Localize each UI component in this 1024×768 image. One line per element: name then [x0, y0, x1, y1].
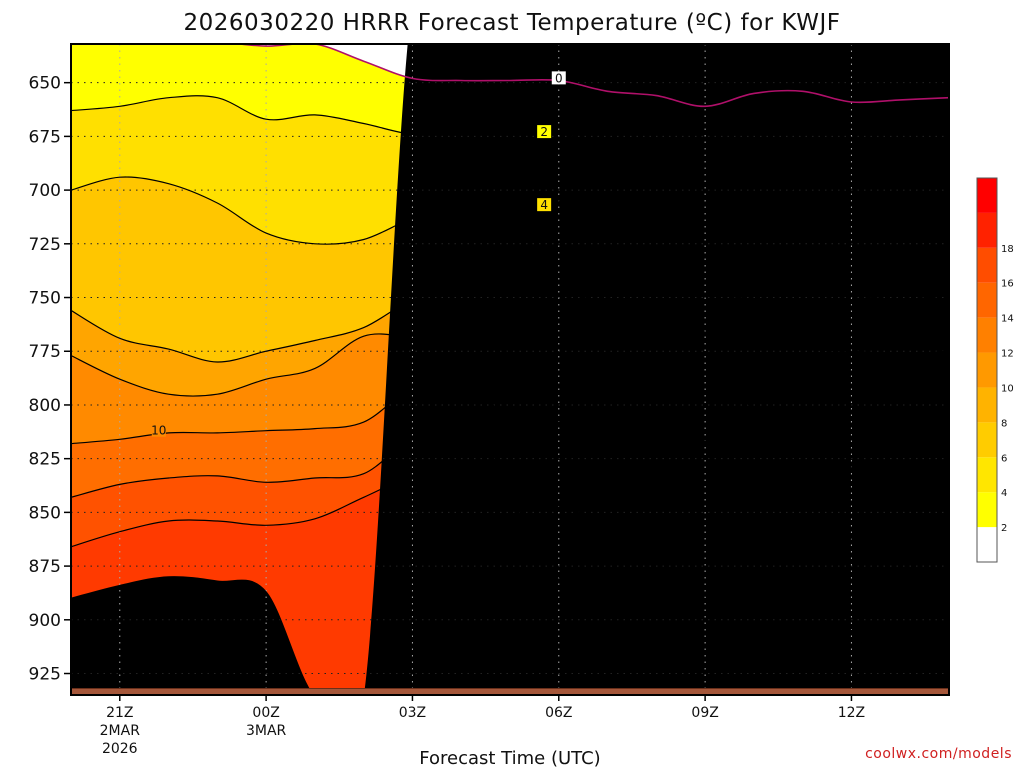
- colorbar-label-2: 2: [1001, 523, 1007, 534]
- isotherm-6c-line: [71, 281, 949, 363]
- colorbar-label-14: 14: [1001, 314, 1014, 325]
- colorbar-label-6: 6: [1001, 453, 1007, 464]
- y-tick-label-750: 750: [29, 289, 61, 309]
- isotherm-label-bg: [151, 423, 166, 437]
- colorbar-label-12: 12: [1001, 349, 1014, 360]
- isotherm-10c-line: [71, 376, 949, 479]
- colorbar-swatch: [977, 247, 997, 283]
- x-tick-date-3MAR: 3MAR: [246, 723, 287, 739]
- colorbar-swatch: [977, 212, 997, 248]
- temperature-bands: [71, 44, 949, 695]
- colorbar-swatch: [977, 492, 997, 528]
- colorbar-frame: [976, 177, 998, 563]
- y-tick-label-725: 725: [29, 235, 61, 255]
- x-tick-label-21Z: 21Z: [106, 705, 133, 721]
- x-axis-label: Forecast Time (UTC): [419, 748, 600, 768]
- chart-title: 2026030220 HRRR Forecast Temperature (ºC…: [184, 10, 841, 36]
- x-tick-date-2MAR: 2MAR: [100, 723, 141, 739]
- x-tick-label-03Z: 03Z: [399, 705, 426, 721]
- y-tick-label-800: 800: [29, 396, 61, 416]
- isotherm-label-bg: [537, 198, 552, 212]
- isotherm-14c-line: [71, 465, 949, 636]
- colorbar-swatch: [977, 282, 997, 318]
- colorbar-legend: 2 4 6 8 10 12 14 16 18: [976, 177, 1014, 563]
- isotherm-12c-line: [71, 433, 949, 544]
- y-axis-pressure: 650 675 700 725 750 775 800 825 850 875 900 925: [29, 74, 71, 685]
- colorbar-label-4: 4: [1001, 488, 1007, 499]
- y-tick-label-875: 875: [29, 557, 61, 577]
- colorbar-swatch: [977, 422, 997, 458]
- y-tick-label-775: 775: [29, 342, 61, 362]
- y-tick-label-675: 675: [29, 127, 61, 147]
- ground-fill: [71, 688, 949, 695]
- isotherm-8c-line: [71, 330, 949, 445]
- y-tick-label-825: 825: [29, 450, 61, 470]
- colorbar-swatch: [977, 352, 997, 388]
- plot-frame: [70, 43, 950, 696]
- x-tick-label-09Z: 09Z: [691, 705, 718, 721]
- isotherm-label-bg: [537, 125, 552, 139]
- y-tick-label-850: 850: [29, 503, 61, 523]
- colorbar-swatch: [977, 387, 997, 423]
- x-tick-label-12Z: 12Z: [838, 705, 865, 721]
- isotherm-label-2: 2: [540, 125, 548, 139]
- isotherm-4c-line: [71, 176, 949, 303]
- colorbar-swatch: [977, 457, 997, 493]
- colorbar-swatch: [977, 178, 997, 213]
- x-tick-label-06Z: 06Z: [545, 705, 572, 721]
- isotherm-label-0: 0: [555, 71, 563, 85]
- colorbar-label-16: 16: [1001, 279, 1014, 290]
- grid-lines: [71, 44, 949, 695]
- credit-link[interactable]: coolwx.com/models: [865, 746, 1012, 762]
- y-tick-label-900: 900: [29, 611, 61, 631]
- ground-surface: [71, 688, 949, 695]
- y-tick-label-700: 700: [29, 181, 61, 201]
- isotherm-label-bg: [551, 71, 566, 85]
- colorbar-label-10: 10: [1001, 383, 1014, 394]
- isotherm-2c-line: [71, 95, 949, 229]
- x-tick-label-00Z: 00Z: [252, 705, 279, 721]
- colorbar-label-8: 8: [1001, 418, 1007, 429]
- isotherm-lines: 0 2 4 10: [71, 44, 949, 695]
- isotherm-label-4: 4: [540, 198, 548, 212]
- x-tick-date-2026: 2026: [102, 741, 138, 757]
- x-axis-time: 21Z 2MAR 2026 00Z 3MAR 03Z 06Z 09Z 12Z: [100, 695, 865, 757]
- colorbar-swatch: [977, 527, 997, 562]
- colorbar-label-18: 18: [1001, 244, 1014, 255]
- isotherm-label-10: 10: [151, 424, 166, 438]
- colorbar-swatch: [977, 317, 997, 353]
- band-above-16c: [71, 44, 949, 695]
- y-tick-label-650: 650: [29, 74, 61, 94]
- isotherm-16c-line: [71, 576, 315, 695]
- y-tick-label-925: 925: [29, 665, 61, 685]
